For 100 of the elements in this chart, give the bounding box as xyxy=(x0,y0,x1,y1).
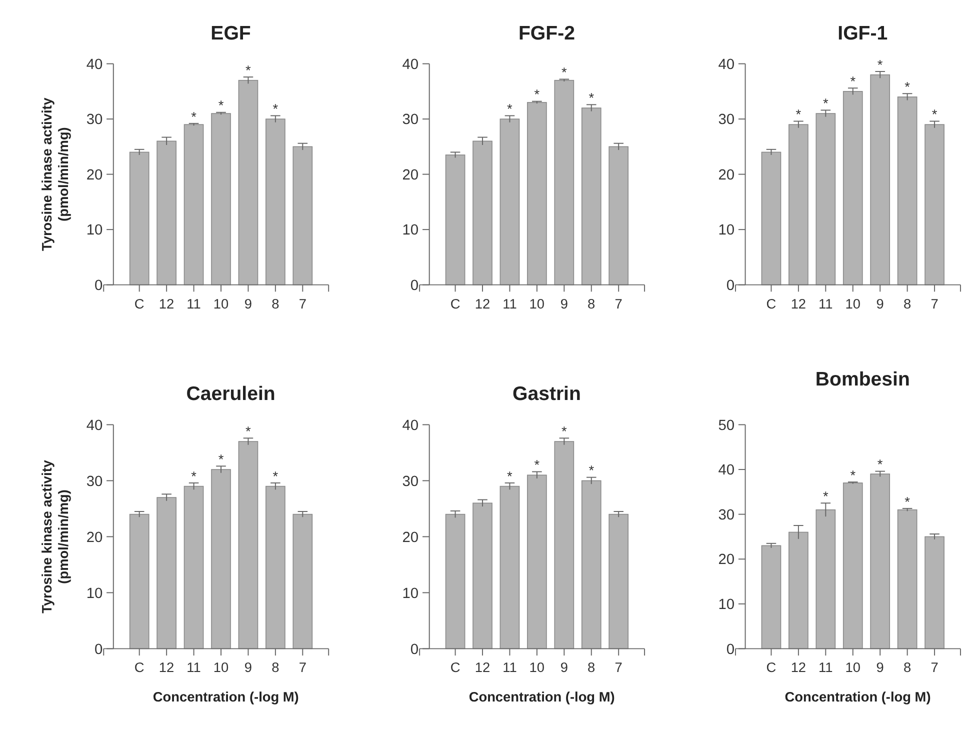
y-tick-label: 40 xyxy=(86,56,103,73)
y-tick-label: 10 xyxy=(718,597,735,614)
y-tick-label: 30 xyxy=(718,507,735,524)
bar xyxy=(472,502,492,650)
annotation: * xyxy=(507,468,514,484)
y-axis-title: Tyrosine kinase activity (pmol/min/mg) xyxy=(39,460,71,614)
bar xyxy=(129,514,150,650)
x-tick-label: C xyxy=(450,660,460,676)
bar xyxy=(129,152,150,286)
bar xyxy=(184,124,204,286)
x-tick-label: 9 xyxy=(244,660,252,676)
chart-title: EGF xyxy=(210,22,251,44)
bar xyxy=(472,140,492,286)
annotation: * xyxy=(796,107,802,122)
x-tick-label: C xyxy=(450,296,460,312)
y-tick-label: 10 xyxy=(86,222,103,239)
bar xyxy=(554,80,574,286)
bar xyxy=(608,146,629,286)
y-tick-label: 30 xyxy=(402,112,419,128)
y-tick-label: 30 xyxy=(86,474,103,490)
annotation: * xyxy=(272,102,279,117)
chart-title: Gastrin xyxy=(512,383,581,406)
x-tick-label: 10 xyxy=(213,660,229,676)
annotation: * xyxy=(534,87,540,102)
bar xyxy=(445,514,466,650)
x-tick-label: 7 xyxy=(930,660,938,676)
x-tick-label: 10 xyxy=(213,296,229,312)
annotation: * xyxy=(191,109,198,124)
bar xyxy=(924,124,944,286)
chart-title: IGF-1 xyxy=(838,22,888,44)
annotation: * xyxy=(932,107,938,122)
y-tick-label: 50 xyxy=(718,418,735,434)
x-tick-label: 11 xyxy=(818,296,833,312)
annotation: * xyxy=(877,57,884,72)
x-tick-label: 11 xyxy=(818,660,833,676)
x-tick-label: 8 xyxy=(904,660,912,676)
x-tick-label: 9 xyxy=(244,296,252,312)
bar xyxy=(156,497,176,650)
x-tick-label: 9 xyxy=(876,296,884,312)
x-tick-label: 12 xyxy=(158,296,174,312)
y-axis-title: Tyrosine kinase activity (pmol/min/mg) xyxy=(39,97,71,252)
bar xyxy=(816,113,836,286)
bar xyxy=(554,441,574,650)
y-tick-label: 10 xyxy=(718,222,735,239)
annotation: * xyxy=(272,468,279,484)
annotation: * xyxy=(561,424,568,439)
bar xyxy=(761,545,782,650)
bar xyxy=(842,90,863,286)
y-tick-label: 40 xyxy=(402,56,419,73)
x-tick-label: 7 xyxy=(614,660,622,676)
y-tick-label: 10 xyxy=(402,586,419,602)
bar xyxy=(184,486,204,650)
y-tick-label: 20 xyxy=(402,167,419,184)
annotation: * xyxy=(534,458,540,473)
bar xyxy=(897,509,918,650)
x-tick-label: 7 xyxy=(298,296,306,312)
x-tick-label: 11 xyxy=(186,296,201,312)
x-tick-label: C xyxy=(134,660,144,676)
bar xyxy=(211,469,231,650)
x-tick-label: 11 xyxy=(186,660,201,676)
bar xyxy=(816,509,836,650)
x-tick-label: 8 xyxy=(272,296,280,312)
bar xyxy=(292,514,313,650)
bar xyxy=(156,140,176,286)
y-tick-label: 0 xyxy=(94,642,103,658)
y-tick-label: 30 xyxy=(402,474,419,490)
chart-title: FGF-2 xyxy=(518,22,576,44)
bar xyxy=(527,474,547,650)
annotation: * xyxy=(850,74,856,89)
bar xyxy=(266,118,286,286)
x-tick-label: 10 xyxy=(529,660,545,676)
bar xyxy=(761,152,782,286)
y-tick-label: 30 xyxy=(718,112,735,128)
bar xyxy=(500,118,520,286)
annotation: * xyxy=(823,96,829,112)
annotation: * xyxy=(246,424,252,439)
bar xyxy=(842,482,863,650)
y-tick-label: 20 xyxy=(402,530,419,546)
annotation: * xyxy=(218,452,224,467)
x-tick-label: 10 xyxy=(845,296,861,312)
x-tick-label: C xyxy=(766,660,776,676)
y-tick-label: 0 xyxy=(726,278,735,294)
x-tick-label: 12 xyxy=(790,296,806,312)
x-tick-label: 9 xyxy=(560,296,568,312)
y-tick-label: 40 xyxy=(718,462,735,479)
bar xyxy=(527,102,547,286)
x-tick-label: 10 xyxy=(845,660,861,676)
annotation: * xyxy=(823,488,829,504)
x-tick-label: 8 xyxy=(588,660,596,676)
bar xyxy=(581,108,602,286)
x-tick-label: C xyxy=(134,296,144,312)
y-tick-label: 30 xyxy=(86,112,103,128)
x-tick-label: 7 xyxy=(930,296,938,312)
y-tick-label: 20 xyxy=(718,167,735,184)
annotation: * xyxy=(877,457,884,472)
y-tick-label: 0 xyxy=(726,642,735,658)
bar xyxy=(211,113,231,286)
annotation: * xyxy=(191,468,198,484)
annotation: * xyxy=(588,90,595,106)
y-tick-label: 40 xyxy=(718,56,735,73)
